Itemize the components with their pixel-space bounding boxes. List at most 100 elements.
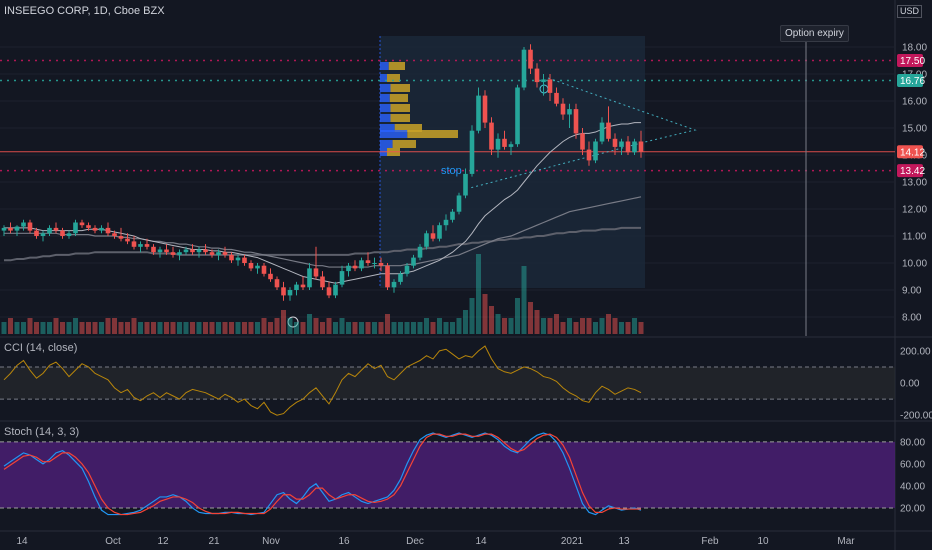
- candle-body: [99, 227, 104, 231]
- volume-bar: [14, 322, 20, 334]
- candle-body: [326, 287, 332, 296]
- volume-bar: [430, 322, 436, 334]
- volume-bar: [190, 322, 195, 334]
- volume-bar: [378, 322, 384, 334]
- candle-body: [53, 227, 59, 231]
- candle-body: [346, 265, 351, 272]
- volume-bar: [229, 322, 234, 334]
- option-expiry-label: Option expiry: [780, 25, 849, 42]
- candle-body: [560, 103, 566, 115]
- price-tick-label: 12.00: [902, 205, 927, 216]
- currency-button[interactable]: USD: [896, 5, 922, 18]
- candle-body: [268, 273, 273, 280]
- volume-bar: [612, 318, 618, 334]
- volume-bar: [177, 322, 182, 334]
- volume-bar: [365, 322, 371, 334]
- price-tick-label: 8.00: [902, 313, 922, 324]
- volume-bar: [235, 322, 241, 334]
- volume-bar: [92, 322, 98, 334]
- volume-bar: [521, 266, 527, 334]
- volume-profile-bar: [390, 114, 410, 122]
- volume-profile-bar: [389, 94, 408, 102]
- cci-tick-label: 200.00: [900, 346, 931, 357]
- candle-body: [619, 141, 624, 147]
- volume-bar: [307, 314, 312, 334]
- price-tag-label: 13.42: [900, 166, 925, 177]
- candle-body: [580, 133, 585, 150]
- volume-profile-bar: [380, 124, 395, 132]
- price-tick-label: 11.00: [902, 232, 927, 243]
- candle-body: [489, 122, 494, 150]
- volume-bar: [638, 322, 644, 334]
- candle-body: [430, 233, 436, 239]
- candle-body: [502, 138, 507, 147]
- price-tag: [897, 164, 923, 178]
- volume-bar: [261, 318, 267, 334]
- volume-profile-bar: [394, 124, 422, 132]
- candle-body: [365, 260, 371, 263]
- stoch-k-line: [3, 432, 642, 516]
- candle-body: [118, 236, 124, 239]
- volume-bar: [8, 318, 13, 334]
- candle-body: [73, 222, 78, 234]
- volume-bar: [372, 322, 377, 334]
- candle-body: [534, 68, 540, 83]
- candle-body: [411, 257, 416, 266]
- candle-body: [138, 244, 143, 247]
- volume-bar: [294, 322, 299, 334]
- volume-bar: [339, 318, 345, 334]
- candle-body: [235, 257, 241, 261]
- ma-line-slow: [4, 196, 642, 268]
- volume-bar: [209, 322, 215, 334]
- volume-bar: [567, 318, 572, 334]
- price-tick-label: 16.00: [902, 97, 927, 108]
- candle-body: [27, 222, 33, 231]
- volume-profile-bar: [390, 84, 410, 92]
- candle-body: [320, 276, 325, 288]
- volume-bar: [21, 322, 26, 334]
- volume-profile-bar: [380, 140, 393, 148]
- volume-bar: [625, 322, 631, 334]
- volume-profile-bar: [380, 62, 389, 70]
- candle-body: [632, 141, 637, 153]
- price-tag: [897, 145, 923, 159]
- price-tag-label: 17.50: [900, 56, 925, 67]
- volume-bar: [157, 322, 163, 334]
- candle-body: [183, 249, 189, 253]
- volume-bar: [482, 294, 488, 334]
- candle-body: [196, 249, 202, 253]
- cci-title: CCI (14, close): [4, 342, 78, 354]
- candle-body: [391, 281, 397, 288]
- cci-tick-label: 0.00: [900, 379, 920, 390]
- candle-body: [281, 287, 286, 296]
- stoch-band: [0, 441, 895, 508]
- candle-body: [307, 268, 312, 288]
- volume-bar: [281, 310, 286, 334]
- volume-bar: [417, 322, 423, 334]
- volume-bar: [274, 318, 280, 334]
- volume-bar: [268, 322, 273, 334]
- candle-body: [222, 252, 228, 255]
- volume-bar: [573, 322, 579, 334]
- price-tag-label: 16.76: [900, 76, 925, 87]
- candle-body: [255, 265, 260, 269]
- volume-bar: [40, 322, 46, 334]
- candle-body: [60, 230, 65, 236]
- volume-bar: [489, 306, 494, 334]
- candle-body: [86, 225, 91, 228]
- candle-body: [151, 246, 156, 253]
- volume-bar: [385, 314, 390, 334]
- candle-body: [294, 284, 299, 290]
- stoch-d-line: [3, 433, 641, 516]
- ma-line-long: [4, 226, 641, 262]
- candle-body: [567, 109, 572, 115]
- volume-bar: [333, 322, 338, 334]
- volume-bar: [255, 322, 260, 334]
- candle-body: [79, 222, 85, 226]
- candle-body: [177, 252, 182, 255]
- candle-body: [547, 79, 553, 93]
- candle-body: [463, 173, 468, 196]
- candle-body: [131, 241, 137, 247]
- time-tick-label: Oct: [105, 536, 121, 547]
